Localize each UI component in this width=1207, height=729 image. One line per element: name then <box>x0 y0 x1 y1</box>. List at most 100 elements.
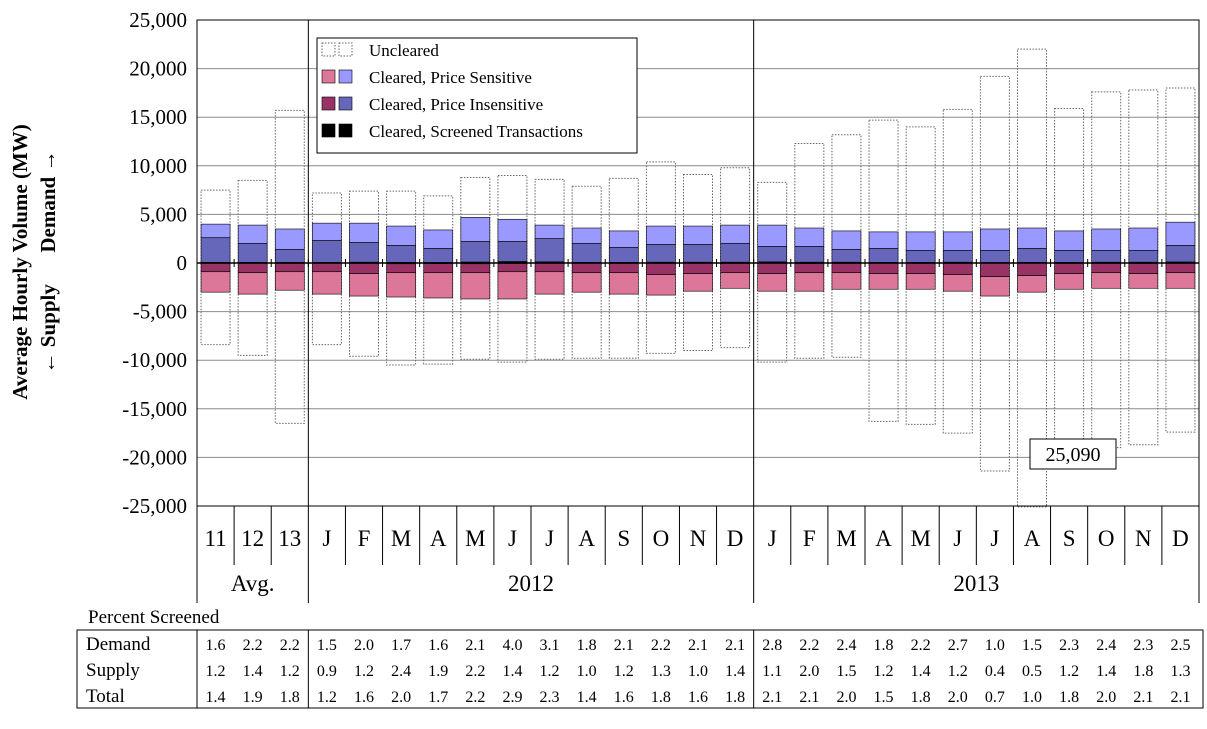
legend-label: Cleared, Price Insensitive <box>369 95 543 114</box>
y-tick-label: -15,000 <box>122 397 187 421</box>
demand-price-sensitive-bar <box>1091 228 1122 251</box>
table-cell: 1.5 <box>836 663 856 680</box>
demand-price-sensitive-bar <box>571 227 602 244</box>
supply-price-sensitive-bar <box>312 271 342 295</box>
annotation-label: 25,090 <box>1046 444 1101 466</box>
supply-price-sensitive-bar <box>349 273 379 297</box>
table-cell: 1.6 <box>428 637 448 654</box>
uncleared-supply-bar <box>311 262 342 346</box>
demand-price-insensitive-bar <box>942 250 973 263</box>
table-row-label: Total <box>86 686 125 707</box>
legend-swatch <box>321 96 336 111</box>
table-cell: 1.0 <box>1022 689 1042 706</box>
demand-price-insensitive-bar <box>386 245 416 263</box>
supply-price-insensitive-bar <box>868 262 899 274</box>
table-cell: 1.2 <box>948 663 968 680</box>
y-tick-labels: 25,000 20,000 15,000 10,000 5,000 0 -5,000 -10,… <box>122 8 187 518</box>
legend-label: Uncleared <box>369 41 439 60</box>
category-label: A <box>578 526 595 551</box>
group-label: Avg. <box>231 571 275 596</box>
table-cell: 0.4 <box>985 663 1005 680</box>
table-cell: 1.4 <box>725 663 745 680</box>
category-label: 11 <box>204 526 226 551</box>
supply-price-insensitive-bar <box>1091 263 1122 274</box>
supply-price-sensitive-bar <box>1017 275 1047 293</box>
supply-price-sensitive-bar <box>1128 273 1159 289</box>
table-cell: 1.2 <box>874 663 894 680</box>
supply-price-sensitive-bar <box>274 271 305 291</box>
table-cell: 2.2 <box>465 663 485 680</box>
supply-price-insensitive-bar <box>980 262 1010 277</box>
uncleared-supply-bar <box>979 262 1010 472</box>
uncleared-supply-bar <box>349 262 379 357</box>
supply-price-insensitive-bar <box>1165 263 1196 274</box>
table-cell: 2.2 <box>911 637 931 654</box>
uncleared-supply-bar <box>386 262 417 366</box>
demand-price-sensitive-bar <box>460 217 491 242</box>
table-cell: 2.5 <box>1170 637 1190 654</box>
uncleared-supply-bar <box>497 262 528 363</box>
table-cell: 2.1 <box>688 637 708 654</box>
category-label: D <box>727 526 744 551</box>
supply-price-sensitive-bar <box>831 272 862 290</box>
category-label: F <box>803 526 816 551</box>
category-label: N <box>690 526 707 551</box>
demand-price-sensitive-bar <box>942 231 973 251</box>
table-cell: 2.3 <box>1059 637 1079 654</box>
uncleared-demand-bar <box>905 126 936 264</box>
table-cell: 2.1 <box>465 637 485 654</box>
demand-price-sensitive-bar <box>1128 227 1159 251</box>
plot-frame <box>196 19 1200 507</box>
table-cell: 2.0 <box>354 637 374 654</box>
category-label: D <box>1172 526 1189 551</box>
y-tick-label: -25,000 <box>122 494 187 518</box>
table-cell: 1.2 <box>280 663 300 680</box>
table-cell: 1.1 <box>762 663 782 680</box>
uncleared-supply-bar <box>1054 262 1085 449</box>
supply-price-insensitive-bar <box>274 263 305 273</box>
table-cell: 1.4 <box>1096 663 1116 680</box>
category-label: M <box>836 526 856 551</box>
table-cell: 2.4 <box>1096 637 1116 654</box>
demand-price-sensitive-bar <box>757 224 788 247</box>
demand-price-insensitive-bar <box>1054 250 1084 263</box>
table-cell: 2.0 <box>799 663 819 680</box>
demand-price-sensitive-bar <box>980 228 1010 251</box>
table-cell: 1.4 <box>502 663 522 680</box>
supply-price-insensitive-bar <box>942 263 973 275</box>
demand-price-insensitive-bar <box>683 244 713 263</box>
demand-price-sensitive-bar <box>423 229 454 249</box>
legend-swatch <box>321 123 336 138</box>
table-cell: 2.1 <box>799 689 819 706</box>
table-cell: 1.2 <box>614 663 634 680</box>
supply-price-sensitive-bar <box>1054 273 1084 290</box>
uncleared-supply-bar <box>905 262 936 425</box>
table-cell: 0.5 <box>1022 663 1042 680</box>
table-cell: 1.4 <box>911 663 931 680</box>
table-title: Percent Screened <box>88 607 220 628</box>
supply-price-sensitive-bar <box>720 272 750 289</box>
uncleared-supply-bar <box>571 262 602 359</box>
uncleared-supply-bar <box>1128 262 1159 446</box>
table-cell: 1.7 <box>391 637 411 654</box>
table-cell: 1.8 <box>577 637 597 654</box>
table-cell: 2.1 <box>762 689 782 706</box>
legend-label: Cleared, Screened Transactions <box>369 122 583 141</box>
category-label: S <box>1063 526 1076 551</box>
supply-price-sensitive-bar <box>683 273 713 292</box>
supply-price-insensitive-bar <box>497 263 528 273</box>
table-cell: 1.0 <box>688 663 708 680</box>
demand-price-sensitive-bar <box>683 225 713 245</box>
category-label: O <box>1098 526 1115 551</box>
legend-box <box>316 37 638 154</box>
legend-swatch <box>338 69 353 84</box>
supply-price-insensitive-bar <box>831 263 862 274</box>
category-label: 13 <box>278 526 301 551</box>
category-label: A <box>430 526 447 551</box>
y-tick-label: -20,000 <box>122 445 187 469</box>
demand-price-insensitive-bar <box>757 246 788 263</box>
legend-swatch <box>338 96 353 111</box>
table-cell: 2.2 <box>280 637 300 654</box>
